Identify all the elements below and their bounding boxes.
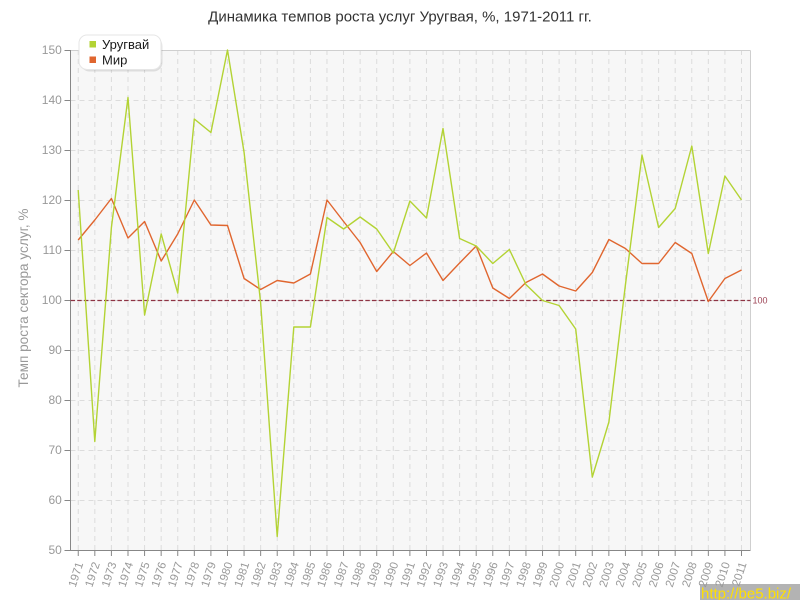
- svg-text:100: 100: [42, 293, 62, 307]
- svg-text:80: 80: [48, 393, 62, 407]
- svg-text:Уругвай: Уругвай: [102, 37, 149, 52]
- svg-text:130: 130: [42, 143, 62, 157]
- svg-text:60: 60: [48, 493, 62, 507]
- svg-text:Динамика темпов роста услуг Ур: Динамика темпов роста услуг Уругвая, %, …: [208, 9, 592, 26]
- svg-text:100: 100: [753, 296, 768, 306]
- svg-text:140: 140: [42, 93, 62, 107]
- svg-text:50: 50: [48, 543, 62, 557]
- svg-text:70: 70: [48, 443, 62, 457]
- svg-text:90: 90: [48, 343, 62, 357]
- svg-text:110: 110: [43, 243, 62, 257]
- svg-text:150: 150: [42, 43, 62, 57]
- svg-text:Темп роста сектора услуг, %: Темп роста сектора услуг, %: [16, 208, 31, 387]
- svg-text:120: 120: [42, 193, 62, 207]
- svg-text:http://be5.biz/: http://be5.biz/: [701, 586, 792, 601]
- svg-text:Мир: Мир: [102, 53, 127, 68]
